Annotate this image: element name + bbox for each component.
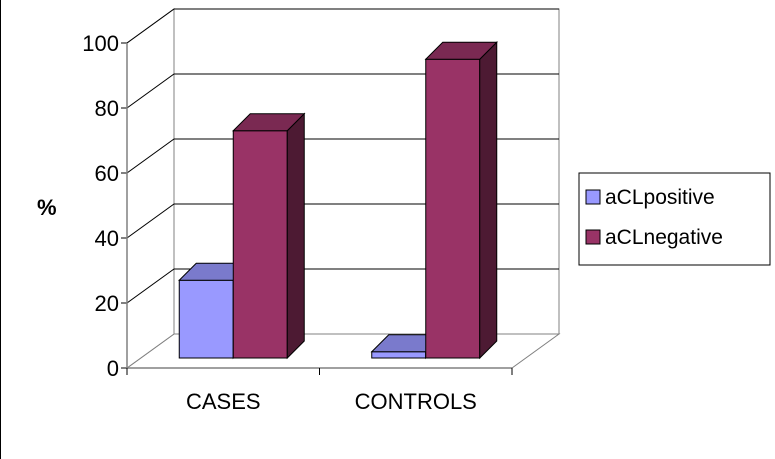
bar-top <box>424 41 498 60</box>
bar-side <box>479 41 498 360</box>
y-axis-label: % <box>37 195 57 220</box>
legend-swatch <box>585 229 601 245</box>
bar-top <box>232 113 306 132</box>
y-tick-label: 0 <box>107 356 119 381</box>
y-tick-labels: 0 20 40 60 80 100 <box>82 31 119 381</box>
bar <box>232 112 306 360</box>
bar-front <box>178 279 234 359</box>
y-tick-label: 60 <box>95 161 119 186</box>
legend-label: aCLnegative <box>605 226 723 249</box>
x-tick-labels: CASES CONTROLS <box>186 389 477 414</box>
x-tick-label: CASES <box>186 389 261 414</box>
bar-front <box>232 130 288 359</box>
gridline <box>126 8 559 44</box>
legend-box <box>578 172 771 266</box>
y-tick-label: 40 <box>95 226 119 251</box>
bar-side <box>286 112 305 360</box>
x-tick-label: CONTROLS <box>355 389 477 414</box>
legend-label: aCLpositive <box>605 186 715 209</box>
y-tick-label: 100 <box>82 31 119 56</box>
axes <box>121 42 513 375</box>
bar-front <box>371 351 427 359</box>
y-tick-label: 80 <box>95 96 119 121</box>
legend-swatch <box>585 189 601 205</box>
bars <box>178 41 498 360</box>
bar <box>424 41 498 360</box>
frame-left-border <box>0 0 1 459</box>
bar-front <box>425 58 481 359</box>
side-wall <box>126 8 175 369</box>
legend: aCLpositive aCLnegative <box>578 172 771 266</box>
y-tick-label: 20 <box>95 291 119 316</box>
